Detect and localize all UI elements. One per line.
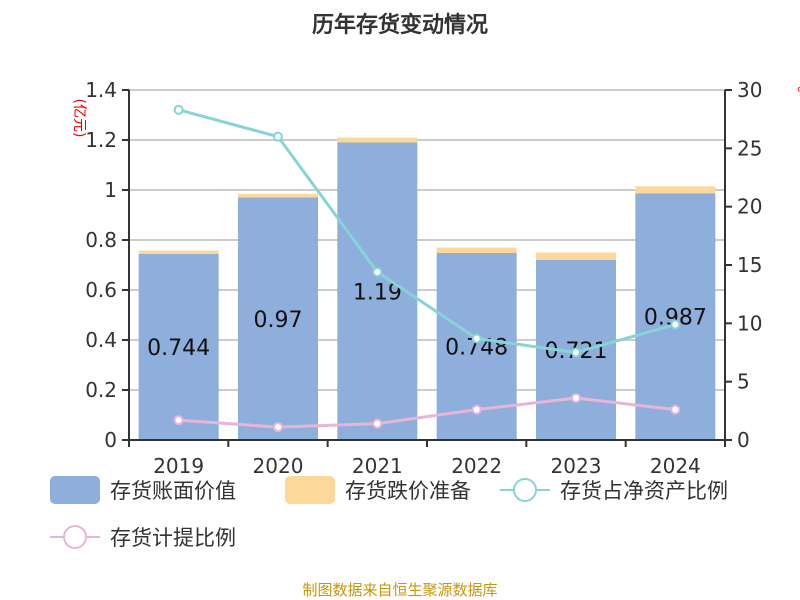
line-point: [471, 404, 482, 415]
line-point: [372, 418, 383, 429]
bar-provision: [337, 137, 418, 143]
y2-tick-label: 0: [737, 428, 750, 452]
bar-book-value: [238, 197, 318, 440]
line-provision-ratio: [178, 396, 676, 429]
bar-book-value: [635, 193, 716, 440]
legend-label[interactable]: 存货占净资产比例: [560, 479, 728, 503]
legend-marker: [513, 478, 537, 502]
line-point: [471, 333, 482, 344]
bar-provision: [238, 193, 318, 198]
bar-provision: [138, 250, 219, 254]
bar-value-label: 0.744: [147, 336, 210, 361]
x-tick-label: 2024: [650, 454, 701, 478]
y2-axis-label: %: [797, 85, 800, 99]
y2-tick-label: 15: [737, 253, 762, 277]
y2-tick-label: 20: [737, 195, 762, 219]
line-point: [670, 404, 681, 415]
source-note: 制图数据来自恒生聚源数据库: [302, 581, 497, 599]
legend-swatch: [50, 476, 100, 504]
y2-tick-label: 30: [737, 78, 762, 102]
bar-value-label: 0.97: [254, 308, 303, 333]
bar-book-value: [138, 254, 219, 440]
bar-provision: [436, 247, 517, 253]
y-axis-label: (亿元): [71, 99, 87, 138]
line-point: [273, 422, 283, 433]
y-tick-label: 1: [104, 178, 117, 202]
y2-tick-label: 5: [737, 370, 750, 394]
legend-label[interactable]: 存货跌价准备: [345, 479, 471, 503]
line-point: [571, 393, 581, 403]
x-tick-label: 2019: [153, 454, 204, 478]
y-tick-label: 1.2: [85, 128, 117, 152]
bar-provision: [635, 186, 716, 194]
x-tick-label: 2023: [551, 454, 602, 478]
line-point: [571, 347, 581, 358]
legend-label[interactable]: 存货账面价值: [110, 479, 236, 503]
bar-provision: [536, 252, 616, 260]
x-tick-label: 2020: [253, 454, 304, 478]
y2-tick-label: 10: [737, 311, 762, 335]
line-point: [173, 415, 184, 426]
y-tick-label: 0.6: [85, 278, 117, 302]
x-tick-label: 2022: [451, 454, 502, 478]
line-net-asset-ratio: [178, 108, 676, 355]
y-tick-label: 0.4: [85, 328, 117, 352]
y-tick-label: 0: [104, 428, 117, 452]
x-tick-label: 2021: [352, 454, 403, 478]
y-tick-label: 0.8: [85, 228, 117, 252]
legend-marker: [63, 525, 87, 549]
legend-swatch: [285, 476, 335, 504]
y-tick-label: 1.4: [85, 78, 117, 102]
line-point: [273, 131, 283, 142]
chart-title: 历年存货变动情况: [312, 12, 488, 38]
legend-label[interactable]: 存货计提比例: [110, 526, 236, 550]
line-point: [173, 104, 184, 115]
y2-tick-label: 25: [737, 136, 762, 160]
line-point: [372, 267, 383, 277]
y-tick-label: 0.2: [85, 378, 117, 402]
line-point: [670, 319, 681, 330]
